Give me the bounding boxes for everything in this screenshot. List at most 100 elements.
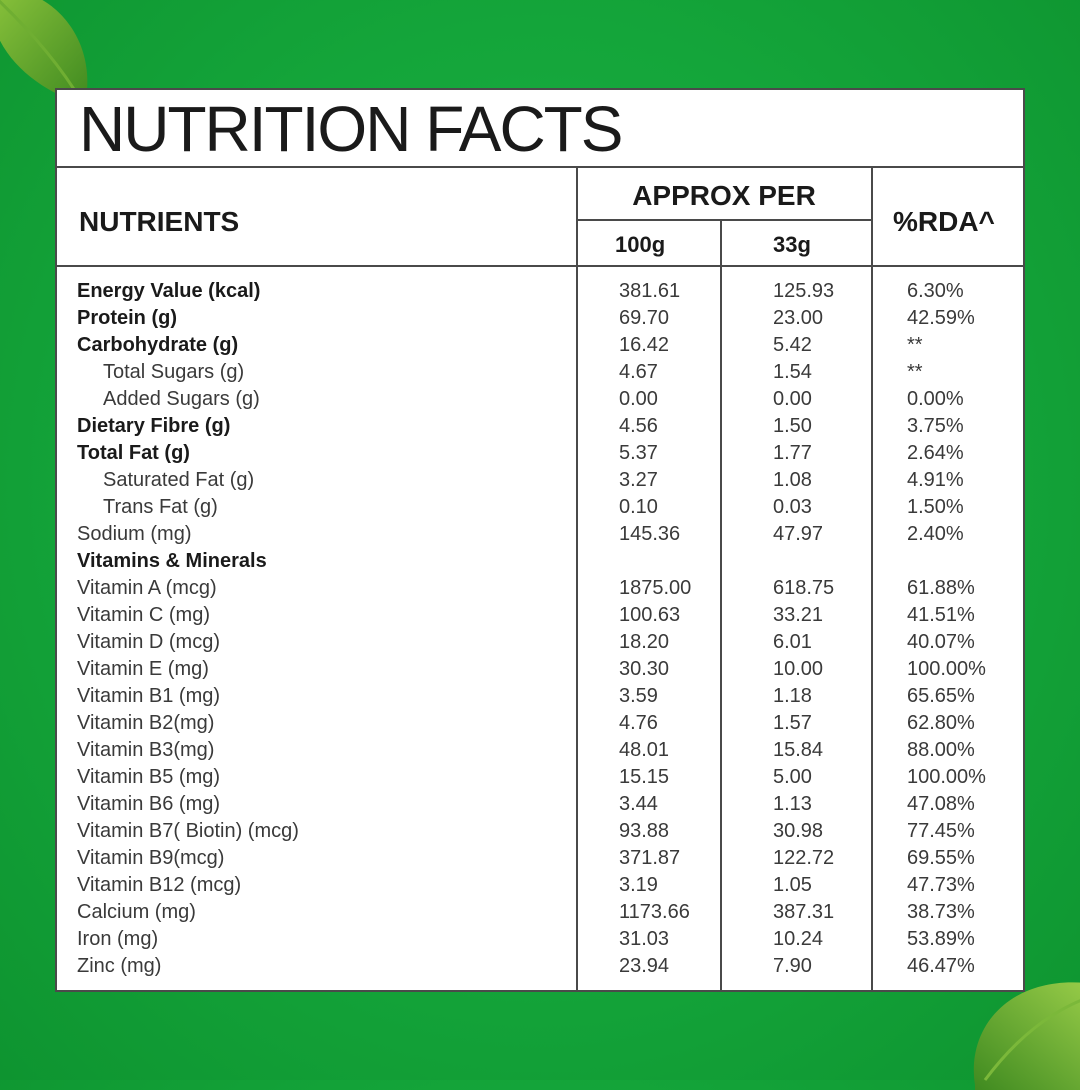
nutrient-name: Sodium (mg): [77, 523, 192, 545]
value-rda: **: [907, 334, 923, 356]
nutrient-name: Iron (mg): [77, 928, 159, 950]
nutrient-name: Vitamin E (mg): [77, 658, 209, 680]
value-rda: 65.65%: [907, 685, 975, 707]
value-100g: 30.30: [619, 658, 670, 680]
value-rda: 42.59%: [907, 307, 975, 329]
value-33g: 1.08: [773, 469, 812, 491]
table-row: Vitamin D (mcg) 18.20 6.01 40.07%: [57, 629, 1023, 656]
table-row: Vitamin B5 (mg) 15.15 5.00 100.00%: [57, 764, 1023, 791]
value-100g: 1173.66: [619, 901, 690, 923]
value-rda: 2.64%: [907, 442, 964, 464]
table-row: Total Sugars (g) 4.67 1.54 **: [57, 359, 1023, 386]
nutrient-name: Vitamin A (mcg): [77, 577, 217, 599]
value-rda: 46.47%: [907, 955, 975, 977]
value-rda: 100.00%: [907, 766, 986, 788]
value-100g: 18.20: [619, 631, 670, 653]
nutrient-name: Vitamin B5 (mg): [77, 766, 221, 788]
nutrient-name: Vitamin B9(mcg): [77, 847, 225, 869]
basil-leaf-icon: [973, 982, 1080, 1090]
value-33g: 15.84: [773, 739, 824, 761]
value-rda: 53.89%: [907, 928, 975, 950]
value-33g: 47.97: [773, 523, 824, 545]
page-title: NUTRITION FACTS: [57, 90, 1023, 168]
value-rda: 88.00%: [907, 739, 975, 761]
value-rda: 69.55%: [907, 847, 975, 869]
table-row: Trans Fat (g) 0.10 0.03 1.50%: [57, 494, 1023, 521]
value-rda: 6.30%: [907, 280, 964, 302]
value-100g: 3.59: [619, 685, 658, 707]
value-100g: 145.36: [619, 523, 681, 545]
table-row: Vitamin B6 (mg) 3.44 1.13 47.08%: [57, 791, 1023, 818]
approx-divider: [577, 219, 871, 221]
table-row: Vitamin E (mg) 30.30 10.00 100.00%: [57, 656, 1023, 683]
value-33g: 1.50: [773, 415, 812, 437]
nutrient-name: Vitamin B6 (mg): [77, 793, 221, 815]
header-approx-per: APPROX PER: [632, 180, 816, 211]
value-33g: 6.01: [773, 631, 812, 653]
value-100g: 15.15: [619, 766, 670, 788]
value-33g: 125.93: [773, 280, 835, 302]
value-100g: 100.63: [619, 604, 681, 626]
value-100g: 93.88: [619, 820, 670, 842]
value-33g: 10.00: [773, 658, 824, 680]
column-divider: [720, 221, 722, 990]
header-rda: %RDA^: [893, 206, 995, 237]
nutrition-facts-panel: NUTRITION FACTS NUTRIENTS APPROX PER 100…: [55, 88, 1025, 992]
column-divider: [576, 168, 578, 990]
value-33g: 1.77: [773, 442, 812, 464]
nutrient-name: Vitamins & Minerals: [77, 550, 267, 572]
value-33g: 1.13: [773, 793, 812, 815]
value-33g: 0.00: [773, 388, 812, 410]
value-33g: 1.05: [773, 874, 812, 896]
header-nutrients: NUTRIENTS: [79, 206, 240, 237]
header-divider: [57, 265, 1023, 267]
table-row: Vitamin B3(mg) 48.01 15.84 88.00%: [57, 737, 1023, 764]
value-rda: 4.91%: [907, 469, 964, 491]
nutrient-name: Added Sugars (g): [103, 388, 260, 410]
table-row: Vitamins & Minerals: [57, 548, 1023, 575]
table-row: Carbohydrate (g) 16.42 5.42 **: [57, 332, 1023, 359]
value-100g: 23.94: [619, 955, 670, 977]
value-rda: 0.00%: [907, 388, 964, 410]
value-rda: 40.07%: [907, 631, 975, 653]
nutrient-name: Protein (g): [77, 307, 177, 329]
value-33g: 5.42: [773, 334, 812, 356]
value-100g: 5.37: [619, 442, 658, 464]
table-row: Zinc (mg) 23.94 7.90 46.47%: [57, 953, 1023, 980]
value-33g: 7.90: [773, 955, 812, 977]
nutrient-name: Vitamin D (mcg): [77, 631, 220, 653]
value-33g: 618.75: [773, 577, 835, 599]
value-100g: 16.42: [619, 334, 670, 356]
value-rda: 77.45%: [907, 820, 975, 842]
nutrient-name: Vitamin B2(mg): [77, 712, 215, 734]
nutrient-name: Vitamin B7( Biotin) (mcg): [77, 820, 299, 842]
header-100g: 100g: [615, 232, 666, 257]
table-row: Vitamin A (mcg) 1875.00 618.75 61.88%: [57, 575, 1023, 602]
table-row: Vitamin B7( Biotin) (mcg) 93.88 30.98 77.45…: [57, 818, 1023, 845]
value-100g: 4.67: [619, 361, 658, 383]
value-100g: 0.10: [619, 496, 658, 518]
nutrient-name: Total Fat (g): [77, 442, 190, 464]
table-row: Vitamin B1 (mg) 3.59 1.18 65.65%: [57, 683, 1023, 710]
value-rda: 41.51%: [907, 604, 975, 626]
table-row: Saturated Fat (g) 3.27 1.08 4.91%: [57, 467, 1023, 494]
value-33g: 1.54: [773, 361, 812, 383]
table-row: Vitamin B9(mcg) 371.87 122.72 69.55%: [57, 845, 1023, 872]
table-row: Iron (mg) 31.03 10.24 53.89%: [57, 926, 1023, 953]
value-33g: 1.18: [773, 685, 812, 707]
nutrient-name: Saturated Fat (g): [103, 469, 255, 491]
nutrient-name: Vitamin C (mg): [77, 604, 210, 626]
value-33g: 0.03: [773, 496, 812, 518]
header-33g: 33g: [773, 232, 811, 257]
table-row: Energy Value (kcal) 381.61 125.93 6.30%: [57, 278, 1023, 305]
table-row: Dietary Fibre (g) 4.56 1.50 3.75%: [57, 413, 1023, 440]
table-row: Vitamin B12 (mcg) 3.19 1.05 47.73%: [57, 872, 1023, 899]
value-33g: 1.57: [773, 712, 812, 734]
nutrient-name: Calcium (mg): [77, 901, 196, 923]
nutrient-name: Vitamin B12 (mcg): [77, 874, 242, 896]
value-100g: 0.00: [619, 388, 658, 410]
value-33g: 387.31: [773, 901, 835, 923]
value-rda: 47.73%: [907, 874, 975, 896]
value-100g: 381.61: [619, 280, 681, 302]
nutrient-name: Dietary Fibre (g): [77, 415, 231, 437]
